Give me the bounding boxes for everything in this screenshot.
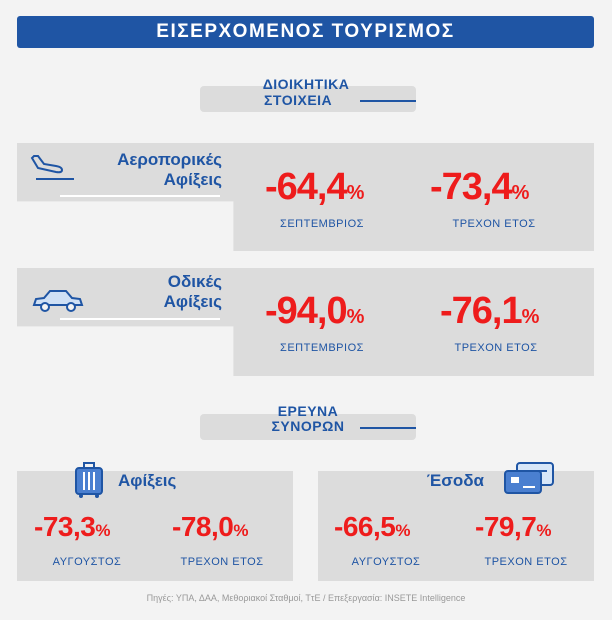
air-label-ytd: ΤΡΕΧΟΝ ΕΤΟΣ	[452, 218, 536, 230]
survey-section-rule	[360, 427, 416, 429]
admin-section-line1: ΔΙΟΙΚΗΤΙΚΑ	[262, 76, 350, 92]
survey-section-line1: ΕΡΕΥΝΑ	[277, 403, 339, 419]
road-label-line1: Οδικές	[167, 272, 222, 291]
road-value-month: -94,0%	[265, 290, 365, 332]
receipts-label-ytd: ΤΡΕΧΟΝ ΕΤΟΣ	[484, 556, 568, 568]
car-icon	[30, 287, 86, 320]
receipts-panel	[318, 471, 594, 581]
road-value-ytd: -76,1%	[440, 290, 540, 332]
survey-section-line2: ΣΥΝΟΡΩΝ	[271, 418, 345, 434]
admin-section-line2: ΣΤΟΙΧΕΙΑ	[264, 92, 333, 108]
air-label-line2: Αφίξεις	[163, 170, 222, 189]
page-title: ΕΙΣΕΡΧΟΜΕΝΟΣ ΤΟΥΡΙΣΜΟΣ	[17, 16, 594, 48]
suitcase-icon	[72, 461, 106, 504]
survey-arrivals-value-month: -73,3%	[34, 511, 111, 542]
air-divider	[60, 195, 220, 197]
road-label-month: ΣΕΠΤΕΜΒΡΙΟΣ	[280, 342, 364, 354]
road-label-line2: Αφίξεις	[163, 292, 222, 311]
receipts-title: Έσοδα	[426, 471, 484, 490]
air-label-line1: Αεροπορικές	[117, 150, 222, 169]
survey-arrivals-value-ytd: -78,0%	[172, 511, 249, 542]
receipts-value-month: -66,5%	[334, 511, 411, 542]
receipts-value-ytd: -79,7%	[475, 511, 552, 542]
source-note: Πηγές: ΥΠΑ, ΔΑΑ, Μεθοριακοί Σταθμοί, ΤτΕ…	[146, 593, 466, 603]
air-value-ytd: -73,4%	[430, 166, 530, 208]
receipts-label-month: ΑΥΓΟΥΣΤΟΣ	[351, 556, 421, 568]
survey-arrivals-label-ytd: ΤΡΕΧΟΝ ΕΤΟΣ	[180, 556, 264, 568]
air-value-month: -64,4%	[265, 166, 365, 208]
admin-section-rule	[360, 100, 416, 102]
survey-arrivals-label-month: ΑΥΓΟΥΣΤΟΣ	[52, 556, 122, 568]
road-divider	[60, 318, 220, 320]
admin-section-pill	[200, 86, 416, 112]
airplane-landing-icon	[28, 152, 78, 187]
road-label-ytd: ΤΡΕΧΟΝ ΕΤΟΣ	[454, 342, 538, 354]
survey-arrivals-title: Αφίξεις	[118, 471, 177, 490]
air-label-month: ΣΕΠΤΕΜΒΡΙΟΣ	[280, 218, 364, 230]
survey-arrivals-panel	[17, 471, 293, 581]
credit-card-icon	[503, 461, 555, 500]
